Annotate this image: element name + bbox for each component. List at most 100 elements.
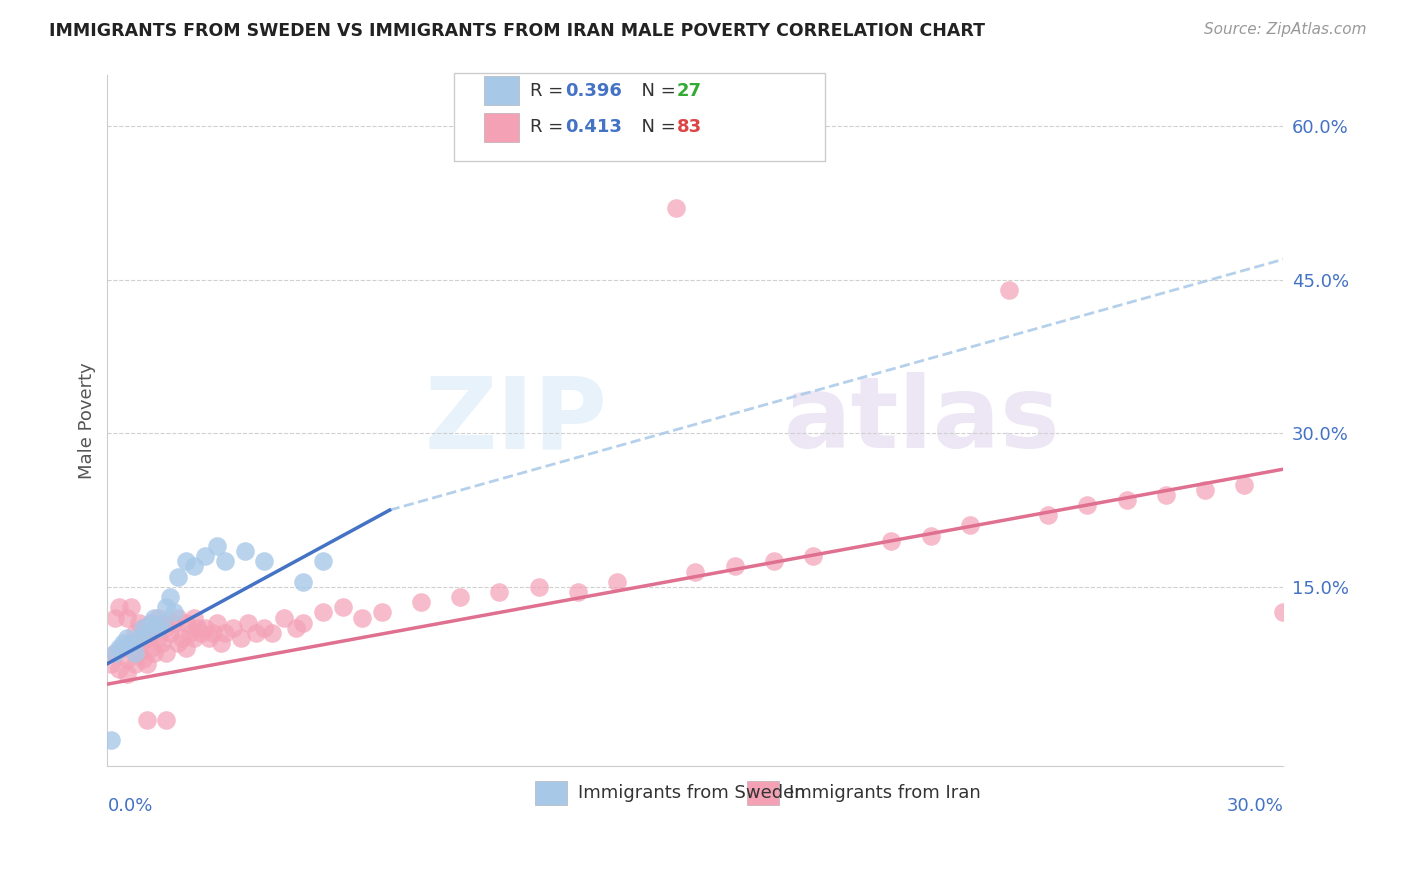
Point bbox=[155, 647, 177, 661]
Point bbox=[222, 621, 245, 635]
Point bbox=[488, 585, 510, 599]
Point bbox=[665, 201, 688, 215]
Text: 27: 27 bbox=[676, 82, 702, 100]
Point bbox=[1115, 492, 1137, 507]
Point bbox=[124, 626, 146, 640]
Point bbox=[352, 610, 374, 624]
Point bbox=[167, 569, 190, 583]
Point bbox=[920, 529, 942, 543]
Point bbox=[108, 662, 131, 676]
Point bbox=[135, 631, 157, 645]
Point bbox=[150, 636, 173, 650]
Point bbox=[253, 554, 276, 568]
Point bbox=[527, 580, 550, 594]
Point bbox=[260, 626, 283, 640]
Point bbox=[214, 626, 236, 640]
Point bbox=[159, 626, 181, 640]
Text: Immigrants from Iran: Immigrants from Iran bbox=[789, 784, 981, 802]
Point bbox=[284, 621, 307, 635]
Point bbox=[253, 621, 276, 635]
Text: 0.413: 0.413 bbox=[565, 119, 621, 136]
Point bbox=[104, 647, 127, 661]
Point bbox=[238, 615, 260, 630]
Point bbox=[190, 626, 212, 640]
Point bbox=[131, 621, 153, 635]
Point bbox=[120, 600, 142, 615]
Point bbox=[273, 610, 295, 624]
Point bbox=[115, 610, 138, 624]
Point bbox=[143, 647, 166, 661]
Text: IMMIGRANTS FROM SWEDEN VS IMMIGRANTS FROM IRAN MALE POVERTY CORRELATION CHART: IMMIGRANTS FROM SWEDEN VS IMMIGRANTS FRO… bbox=[49, 22, 986, 40]
Text: 83: 83 bbox=[676, 119, 702, 136]
Point bbox=[128, 631, 150, 645]
Point bbox=[183, 559, 205, 574]
Point bbox=[167, 610, 190, 624]
Point bbox=[245, 626, 267, 640]
Point bbox=[148, 610, 170, 624]
Text: Source: ZipAtlas.com: Source: ZipAtlas.com bbox=[1204, 22, 1367, 37]
Point bbox=[128, 615, 150, 630]
Point bbox=[174, 554, 197, 568]
Point bbox=[186, 621, 208, 635]
Point bbox=[998, 283, 1021, 297]
Point bbox=[112, 636, 135, 650]
Point bbox=[409, 595, 432, 609]
Point bbox=[1154, 488, 1177, 502]
Point bbox=[1233, 477, 1256, 491]
Text: Immigrants from Sweden: Immigrants from Sweden bbox=[578, 784, 806, 802]
Point bbox=[163, 606, 186, 620]
Point bbox=[183, 610, 205, 624]
Point bbox=[104, 610, 127, 624]
FancyBboxPatch shape bbox=[536, 780, 567, 805]
Point bbox=[155, 621, 177, 635]
Text: 0.396: 0.396 bbox=[565, 82, 621, 100]
Point bbox=[1076, 498, 1098, 512]
Point bbox=[139, 641, 162, 656]
Point bbox=[214, 554, 236, 568]
Point bbox=[139, 615, 162, 630]
Point bbox=[167, 636, 190, 650]
Point bbox=[959, 518, 981, 533]
Point bbox=[108, 600, 131, 615]
FancyBboxPatch shape bbox=[454, 73, 825, 161]
Point bbox=[762, 554, 785, 568]
Point bbox=[179, 626, 201, 640]
Point bbox=[233, 544, 256, 558]
Point bbox=[120, 636, 142, 650]
Point bbox=[880, 533, 903, 548]
Point bbox=[292, 574, 315, 589]
Point bbox=[174, 615, 197, 630]
Point bbox=[112, 641, 135, 656]
Point bbox=[174, 641, 197, 656]
Point bbox=[115, 631, 138, 645]
Point bbox=[104, 647, 127, 661]
Point bbox=[135, 626, 157, 640]
Point bbox=[128, 647, 150, 661]
Point bbox=[205, 539, 228, 553]
Point bbox=[100, 733, 122, 747]
Point bbox=[135, 713, 157, 727]
Point bbox=[685, 565, 707, 579]
Point bbox=[150, 615, 173, 630]
Point bbox=[449, 590, 471, 604]
Point bbox=[120, 636, 142, 650]
Point bbox=[292, 615, 315, 630]
Text: 0.0%: 0.0% bbox=[107, 797, 153, 814]
Point bbox=[229, 631, 252, 645]
Point bbox=[124, 657, 146, 671]
Point bbox=[194, 549, 217, 564]
Point bbox=[143, 610, 166, 624]
Point bbox=[312, 606, 335, 620]
Point bbox=[148, 621, 170, 635]
Point bbox=[183, 631, 205, 645]
Point bbox=[159, 590, 181, 604]
Point bbox=[194, 621, 217, 635]
Point bbox=[139, 615, 162, 630]
Text: ZIP: ZIP bbox=[425, 372, 607, 469]
Point bbox=[128, 636, 150, 650]
Point bbox=[205, 615, 228, 630]
Point bbox=[170, 631, 193, 645]
Point bbox=[723, 559, 745, 574]
Point bbox=[312, 554, 335, 568]
FancyBboxPatch shape bbox=[484, 76, 519, 105]
